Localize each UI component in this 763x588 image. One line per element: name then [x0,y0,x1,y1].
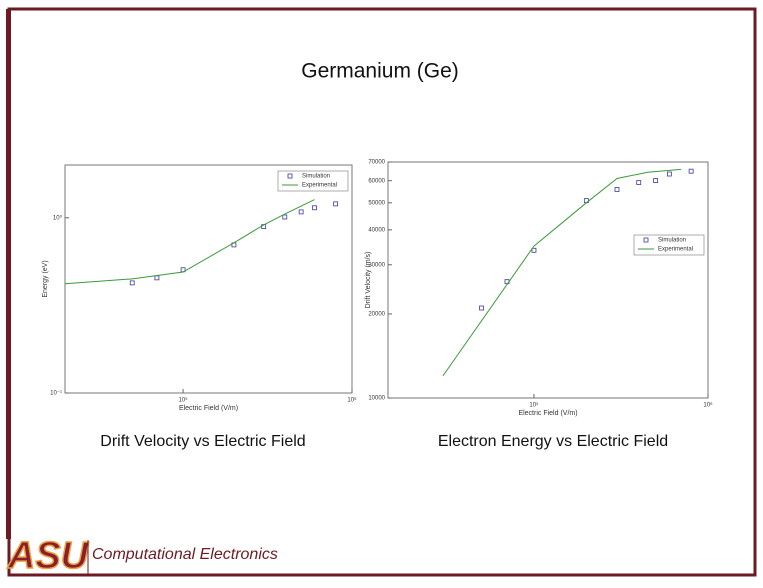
simulation-marker [614,187,620,192]
footer-text: Computational Electronics [92,546,278,563]
y-tick-label: 10000 [368,396,385,402]
y-tick-label: 60000 [368,178,385,184]
legend-label: Experimental [658,247,693,253]
x-tick-label: 10⁵ [178,397,188,404]
legend-label: Simulation [302,174,330,180]
simulation-marker [129,280,135,286]
x-axis-label: Electric Field (V/m) [518,410,577,417]
experimental-line [64,199,315,285]
plot-area [64,164,353,394]
y-tick-label: 30000 [368,262,385,268]
legend-label: Simulation [658,238,686,244]
logo: ASU [7,535,90,577]
y-tick-label: 70000 [368,160,385,166]
y-tick-label: 50000 [368,200,385,206]
y-tick-label: 10⁻¹ [50,391,62,397]
experimental-line [442,168,682,377]
caption: Drift Velocity vs Electric Field [100,433,305,450]
legend-swatch [643,237,649,243]
simulation-marker [653,178,659,183]
legend-swatch [287,173,293,179]
simulation-marker [479,305,484,311]
simulation-marker [531,247,537,253]
slide-title: Germanium (Ge) [301,60,459,83]
plot-area [387,161,709,399]
y-tick-label: 40000 [368,227,385,233]
x-tick-label: 10⁶ [703,402,713,409]
simulation-marker [282,214,288,220]
simulation-marker [298,209,304,215]
legend-box [633,234,705,256]
simulation-marker [333,201,339,207]
simulation-marker [688,168,694,174]
y-tick-label: 20000 [368,312,385,318]
simulation-marker [636,180,642,185]
x-axis-label: Electric Field (V/m) [179,405,238,412]
simulation-marker [666,171,672,177]
slide-left-bar [6,9,11,539]
legend-box [277,170,349,192]
x-tick-label: 10⁶ [347,397,357,404]
y-axis-label: Energy (eV) [42,260,49,297]
caption: Electron Energy vs Electric Field [438,433,668,450]
y-axis-label: Drift Velocity (m/s) [365,252,372,309]
legend-label: Experimental [302,183,337,189]
simulation-marker [312,205,317,211]
y-tick-label: 10⁰ [53,214,63,221]
x-tick-label: 10⁵ [529,402,539,409]
